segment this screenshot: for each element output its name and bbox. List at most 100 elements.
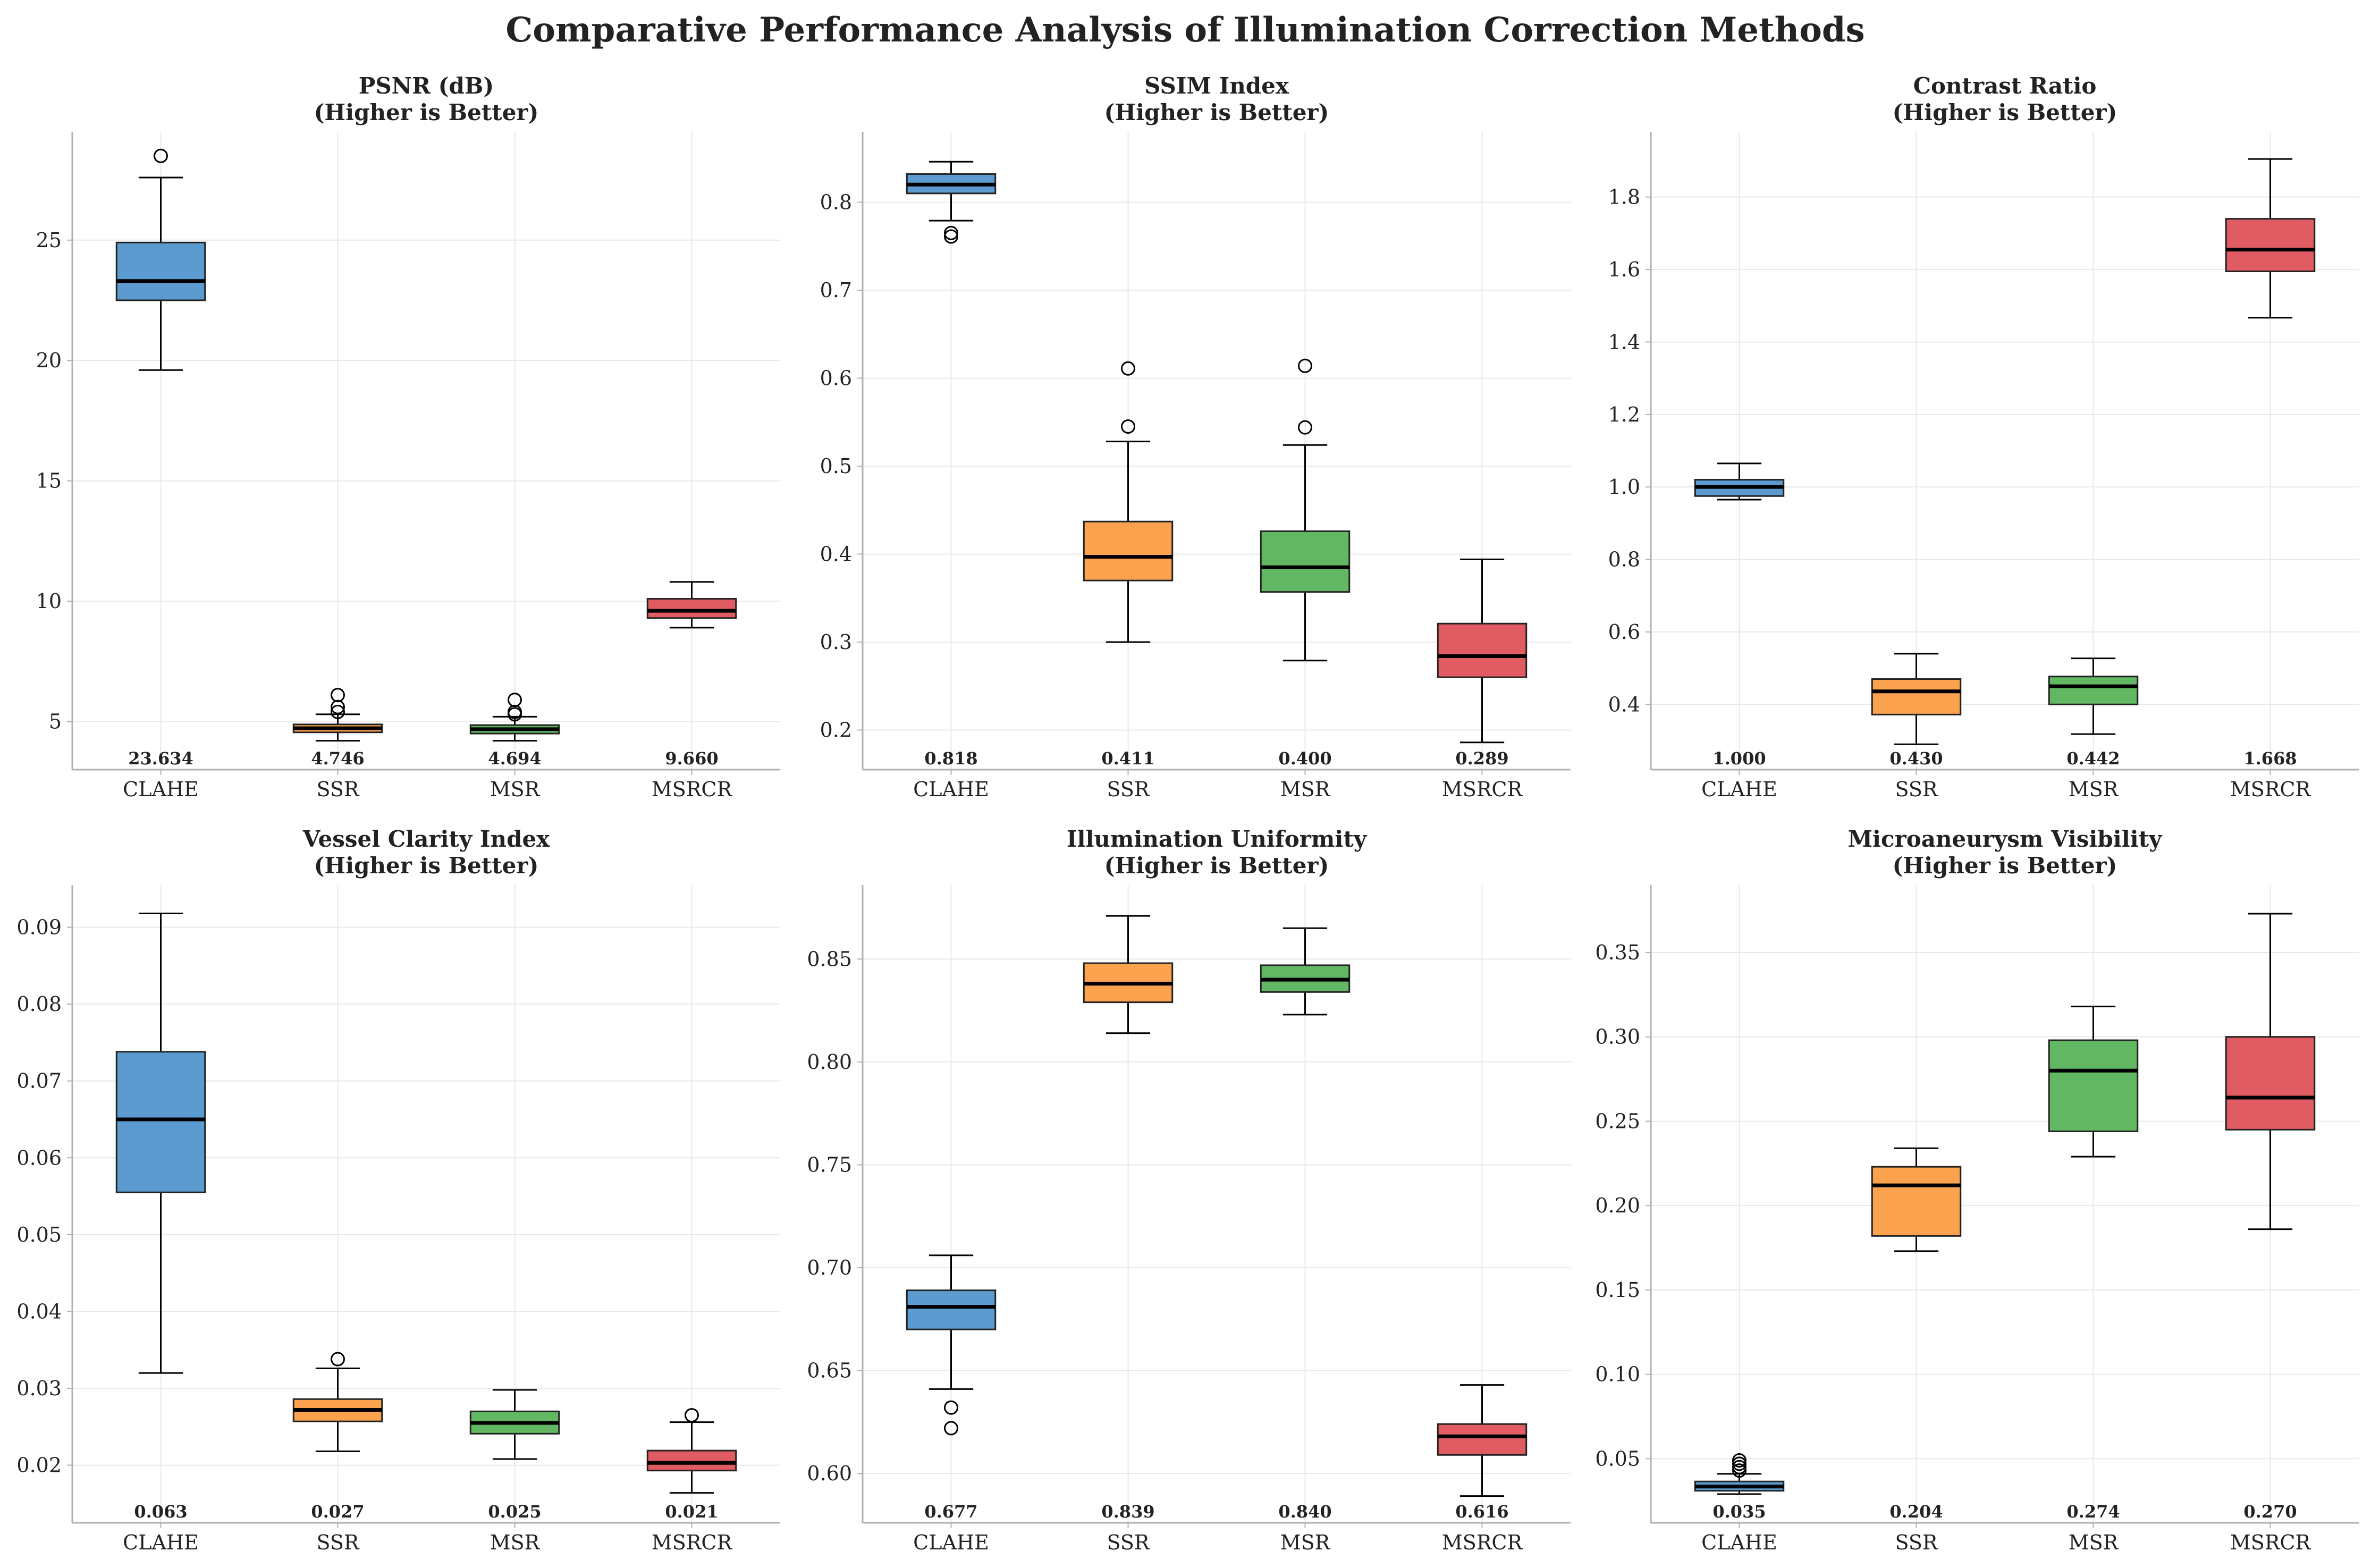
value-label: 9.660 — [665, 748, 718, 769]
chart-panel-1: PSNR (dB)(Higher is Better) 5 10 15 20 25 CLAH… — [36, 73, 780, 801]
chart-panel-6: Microaneurysm Visibility(Higher is Bette… — [1595, 826, 2359, 1554]
y-tick-label: 0.75 — [807, 1153, 852, 1176]
box-ssr: 0.430 — [1871, 653, 1962, 769]
value-label: 0.027 — [311, 1502, 364, 1522]
value-label: 0.677 — [924, 1502, 977, 1522]
y-tick-label: 0.15 — [1595, 1278, 1640, 1302]
value-label: 0.274 — [2066, 1502, 2120, 1522]
value-label: 0.430 — [1889, 748, 1943, 769]
chart-panel-3: Contrast Ratio(Higher is Better) 0.4 0.6 0.… — [1608, 73, 2359, 801]
y-tick-label: 0.3 — [820, 630, 852, 654]
x-tick-label: SSR — [1107, 778, 1150, 801]
box-iqr — [2048, 676, 2139, 705]
y-tick-label: 0.4 — [820, 542, 852, 566]
outlier-point — [944, 225, 958, 240]
y-tick-label: 0.7 — [820, 279, 852, 302]
y-tick-label: 0.5 — [820, 454, 852, 478]
box-ssr: 0.027 — [292, 1352, 383, 1522]
y-tick-label: 0.4 — [1608, 693, 1640, 716]
value-label: 0.035 — [1712, 1502, 1766, 1522]
y-tick-label: 15 — [36, 469, 62, 493]
box-iqr — [2225, 218, 2316, 272]
y-tick-label: 0.10 — [1595, 1363, 1640, 1386]
outlier-point — [1121, 361, 1135, 376]
y-tick-label: 0.80 — [807, 1050, 852, 1074]
y-tick-label: 0.09 — [16, 916, 62, 939]
panel-title: PSNR (dB) — [359, 73, 494, 99]
y-tick-label: 0.20 — [1595, 1194, 1640, 1217]
x-tick-label: SSR — [316, 778, 359, 801]
box-iqr — [1437, 1423, 1528, 1456]
outlier-point — [331, 688, 345, 703]
y-tick-label: 0.03 — [16, 1377, 62, 1400]
box-msr: 0.274 — [2048, 1006, 2139, 1522]
panel-subtitle: (Higher is Better) — [1104, 99, 1329, 125]
x-tick-label: MSR — [2069, 778, 2119, 801]
outlier-point — [944, 1421, 958, 1436]
y-tick-label: 1.2 — [1608, 403, 1640, 426]
value-label: 1.000 — [1712, 748, 1766, 769]
value-label: 0.025 — [488, 1502, 541, 1522]
value-label: 0.021 — [665, 1502, 718, 1522]
y-tick-label: 10 — [36, 589, 62, 613]
y-tick-label: 0.6 — [1608, 620, 1640, 644]
y-tick-label: 0.70 — [807, 1256, 852, 1279]
box-clahe: 23.634 — [115, 148, 206, 769]
box-iqr — [646, 1449, 737, 1472]
chart-panels: PSNR (dB)(Higher is Better)510152025CLAH… — [16, 73, 2359, 1554]
box-msrcr: 1.668 — [2225, 158, 2316, 769]
value-label: 0.818 — [924, 748, 977, 769]
y-tick-label: 0.2 — [820, 719, 852, 742]
box-ssr: 0.204 — [1871, 1147, 1962, 1522]
y-tick-label: 0.25 — [1595, 1109, 1640, 1133]
box-iqr — [1437, 622, 1528, 678]
y-tick-label: 0.8 — [820, 190, 852, 214]
y-tick-label: 0.65 — [807, 1359, 852, 1382]
panel-title: Microaneurysm Visibility — [1848, 826, 2163, 852]
box-ssr: 4.746 — [292, 688, 383, 769]
outlier-point — [944, 1400, 958, 1415]
x-tick-label: MSR — [2069, 1531, 2119, 1554]
y-tick-label: 1.6 — [1608, 258, 1640, 281]
value-label: 0.442 — [2066, 748, 2120, 769]
value-label: 23.634 — [128, 748, 193, 769]
y-tick-label: 0.35 — [1595, 941, 1640, 964]
box-iqr — [1871, 1166, 1962, 1237]
box-ssr: 0.839 — [1083, 915, 1174, 1522]
y-tick-label: 1.4 — [1608, 330, 1640, 353]
outlier-point — [1732, 1453, 1746, 1468]
x-tick-label: CLAHE — [1701, 778, 1777, 801]
box-msrcr: 0.616 — [1437, 1384, 1528, 1522]
x-tick-label: SSR — [316, 1531, 359, 1554]
x-tick-label: CLAHE — [123, 778, 199, 801]
box-iqr — [1083, 520, 1174, 581]
y-tick-label: 0.60 — [807, 1462, 852, 1485]
y-tick-label: 0.08 — [16, 992, 62, 1016]
outlier-point — [1732, 1460, 1746, 1474]
outlier-point — [944, 229, 958, 244]
value-label: 0.270 — [2243, 1502, 2297, 1522]
box-msrcr: 0.270 — [2225, 913, 2316, 1522]
outlier-point — [154, 148, 168, 163]
panel-title: Contrast Ratio — [1913, 73, 2097, 99]
outlier-point — [1732, 1463, 1746, 1478]
x-tick-label: SSR — [1107, 1531, 1150, 1554]
value-label: 0.616 — [1455, 1502, 1508, 1522]
x-tick-label: SSR — [1895, 1531, 1938, 1554]
x-tick-label: MSRCR — [1442, 778, 1523, 801]
y-tick-label: 0.05 — [1595, 1447, 1640, 1470]
y-tick-label: 0.06 — [16, 1146, 62, 1169]
box-msr: 0.400 — [1260, 358, 1351, 769]
panel-title: Vessel Clarity Index — [302, 826, 550, 852]
box-ssr: 0.411 — [1083, 361, 1174, 769]
value-label: 0.204 — [1889, 1502, 1943, 1522]
outlier-point — [508, 693, 522, 707]
panel-subtitle: (Higher is Better) — [1893, 99, 2117, 125]
y-tick-label: 0.07 — [16, 1069, 62, 1093]
chart-panel-4: Vessel Clarity Index(Higher is Better) 0.… — [16, 826, 780, 1554]
chart-panel-5: Illumination Uniformity(Higher is Better… — [807, 826, 1571, 1554]
box-msr: 0.025 — [469, 1389, 560, 1522]
outlier-point — [1298, 420, 1312, 435]
